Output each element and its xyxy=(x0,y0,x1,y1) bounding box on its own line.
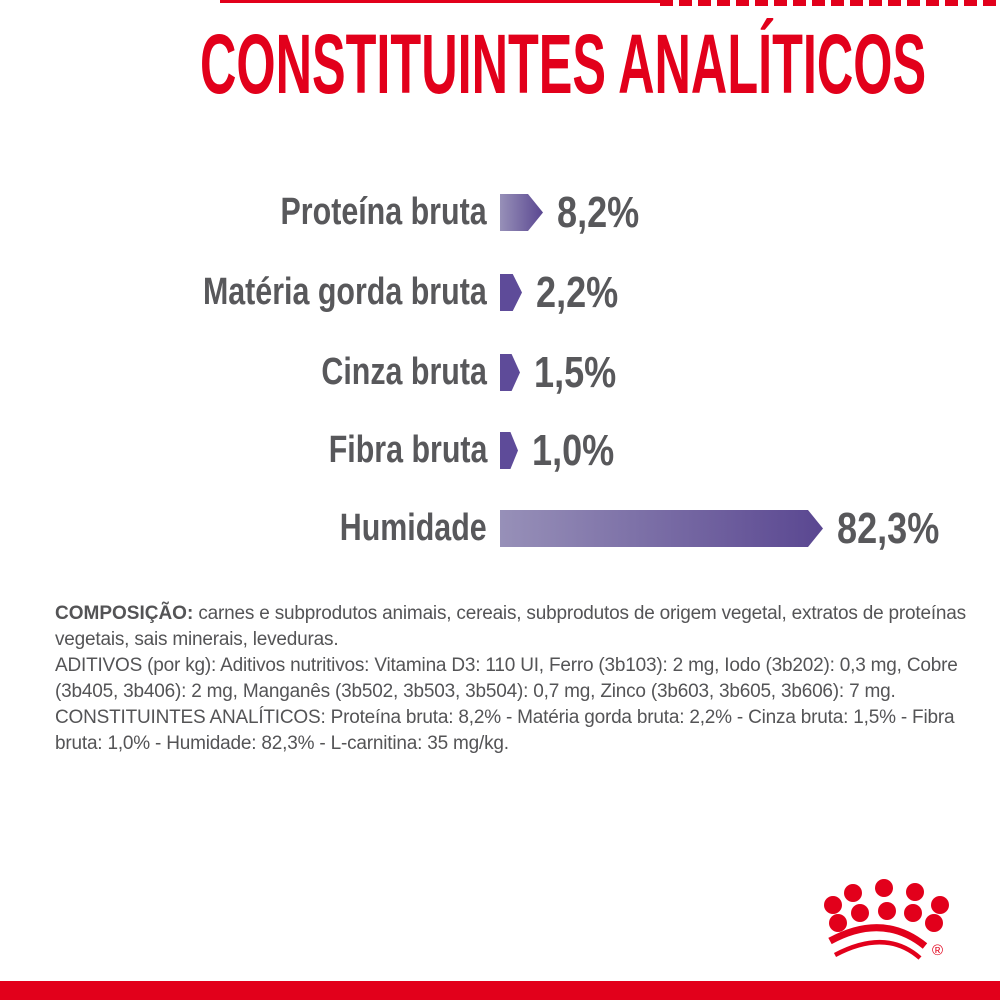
chart-row: Matéria gorda bruta 2,2% xyxy=(0,268,1000,317)
info-text-block: COMPOSIÇÃO: carnes e subprodutos animais… xyxy=(55,601,985,757)
constituent-value: 8,2% xyxy=(557,188,640,237)
composition-label: COMPOSIÇÃO: xyxy=(55,603,194,624)
composition-text: carnes e subprodutos animais, cereais, s… xyxy=(55,603,966,650)
constituent-label: Fibra bruta xyxy=(328,429,487,471)
composition-paragraph: COMPOSIÇÃO: carnes e subprodutos animais… xyxy=(55,601,985,653)
chart-row: Cinza bruta 1,5% xyxy=(0,348,1000,397)
constituent-value: 1,0% xyxy=(532,426,615,475)
constituent-label: Proteína bruta xyxy=(280,191,487,233)
value-bar xyxy=(500,194,543,231)
crown-arc-lower xyxy=(833,940,922,960)
constituent-label: Cinza bruta xyxy=(321,351,487,393)
additives-paragraph: ADITIVOS (por kg): Aditivos nutritivos: … xyxy=(55,655,958,702)
analytical-constituents-chart: Proteína bruta 8,2% Matéria gorda bruta 2,2… xyxy=(0,188,1000,553)
top-cropped-text-fragments xyxy=(660,0,1000,6)
value-bar xyxy=(500,354,520,391)
value-bar xyxy=(500,510,823,547)
value-bar xyxy=(500,274,522,311)
constituent-value: 2,2% xyxy=(536,268,619,317)
constituents-paragraph: CONSTITUINTES ANALÍTICOS: Proteína bruta… xyxy=(55,707,955,754)
footer-red-bar xyxy=(0,981,1000,1000)
constituent-label: Humidade xyxy=(340,507,487,549)
chart-row: Humidade 82,3% xyxy=(0,504,1000,553)
top-cropped-strip xyxy=(220,0,660,3)
crown-arc-upper xyxy=(828,924,928,949)
chart-row: Fibra bruta 1,0% xyxy=(0,426,1000,475)
registered-mark: ® xyxy=(932,942,943,959)
chart-row: Proteína bruta 8,2% xyxy=(0,188,1000,237)
crown-dots xyxy=(824,879,949,932)
constituent-label: Matéria gorda bruta xyxy=(203,271,487,313)
constituent-value: 82,3% xyxy=(837,504,940,553)
value-bar xyxy=(500,432,518,469)
royal-canin-crown-logo: ® xyxy=(824,879,949,960)
constituent-value: 1,5% xyxy=(534,348,617,397)
